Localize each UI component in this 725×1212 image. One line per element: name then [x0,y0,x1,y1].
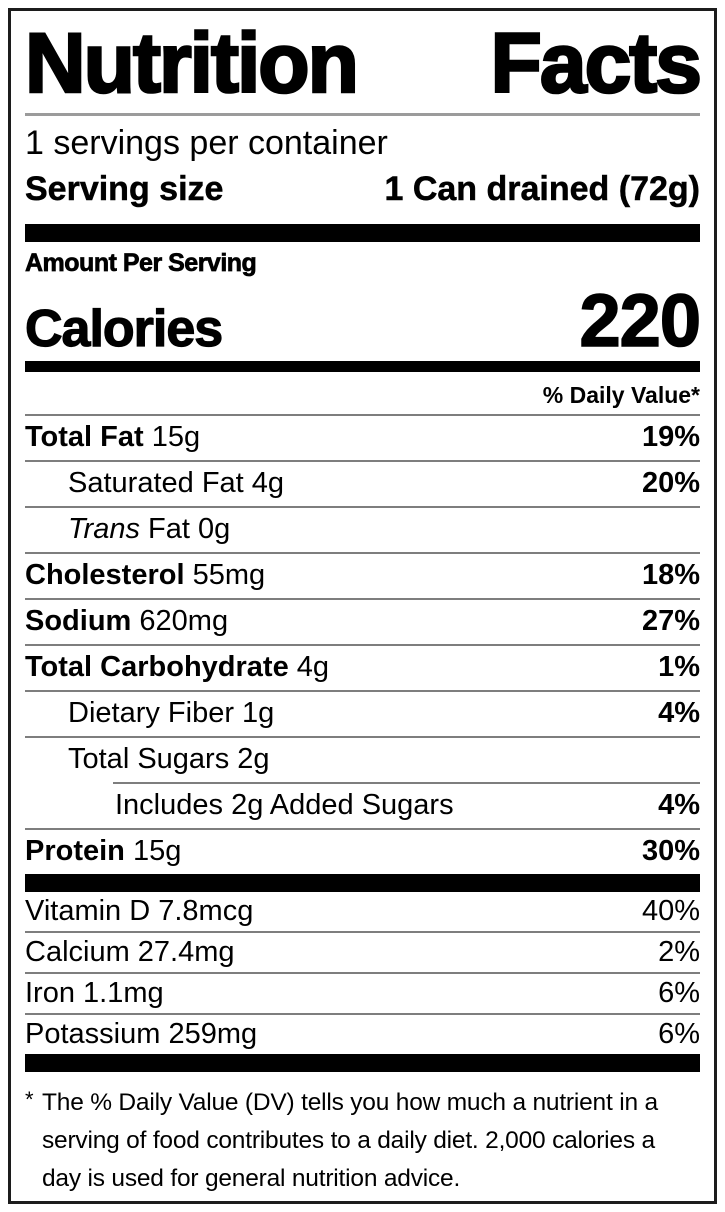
vitamin-row-vitamin-d: Vitamin D 7.8mcg 40% [25,892,700,931]
amount-per-serving-heading: Amount Per Serving [25,248,258,277]
nutrient-daily-value: 19% [641,421,700,454]
nutrient-name-amount: Dietary Fiber 1g [68,697,275,730]
nutrient-daily-value: 30% [641,835,700,868]
nutrient-daily-value: 1% [658,651,700,684]
title-rule-divider [25,112,700,116]
vitamin-name-amount: Potassium 259mg [25,1017,258,1050]
row-divider [25,930,700,933]
nutrient-name-amount: Protein 15g [25,835,182,868]
medium-bar [25,360,700,372]
vitamin-row-calcium: Calcium 27.4mg 2% [25,933,700,972]
nutrient-row-protein: Protein 15g 30% [25,830,700,874]
calories-label: Calories [24,299,223,358]
nutrient-name-amount: Cholesterol 55mg [25,559,266,592]
row-divider [25,551,700,554]
vitamin-daily-value: 6% [658,1017,700,1050]
thick-bar-top [25,223,700,242]
nutrient-row-sodium: Sodium 620mg 27% [25,600,700,644]
vitamin-row-potassium: Potassium 259mg 6% [25,1015,700,1054]
thick-bar-bottom [25,1053,700,1072]
row-divider [25,505,700,508]
row-divider [25,689,700,692]
label-title: Nutrition Facts [24,16,704,110]
nutrient-row-includes-2g-added-sugars: Includes 2g Added Sugars 4% [25,784,700,828]
row-divider [25,413,700,416]
row-divider [25,971,700,974]
vitamin-row-iron: Iron 1.1mg 6% [25,974,700,1013]
vitamin-daily-value: 40% [641,894,700,927]
nutrient-daily-value: 4% [658,789,700,822]
nutrient-name-amount: Total Fat 15g [25,421,201,454]
nutrient-row-fat: Trans Fat 0g [25,508,700,552]
footnote: * The % Daily Value (DV) tells you how m… [25,1084,700,1198]
serving-size-label: Serving size [25,170,224,209]
nutrition-facts-label: Nutrition Facts 1 servings per container… [8,8,717,1204]
nutrient-name-amount: Total Sugars 2g [68,743,270,776]
nutrient-row-saturated-fat: Saturated Fat 4g 20% [25,462,700,506]
footnote-asterisk: * [25,1086,34,1112]
daily-value-header: % Daily Value* [542,381,700,408]
vitamin-name-amount: Vitamin D 7.8mcg [25,894,254,927]
row-divider [25,1012,700,1015]
servings-per-container: 1 servings per container [25,123,388,162]
calories-row: Calories 220 [24,278,701,363]
calories-value: 220 [579,278,702,363]
row-divider [25,735,700,738]
row-divider [113,781,700,784]
nutrient-row-total-fat: Total Fat 15g 19% [25,416,700,460]
nutrient-daily-value: 27% [641,605,700,638]
row-divider [25,459,700,462]
vitamin-daily-value: 6% [658,976,700,1009]
vitamin-daily-value: 2% [658,935,700,968]
nutrient-row-cholesterol: Cholesterol 55mg 18% [25,554,700,598]
nutrient-name-amount: Total Carbohydrate 4g [25,651,330,684]
nutrient-row-total-carbohydrate: Total Carbohydrate 4g 1% [25,646,700,690]
footnote-text: The % Daily Value (DV) tells you how muc… [42,1088,658,1192]
vitamin-rows: Vitamin D 7.8mcg 40% Calcium 27.4mg 2% Iron … [25,892,700,1054]
nutrient-name-amount: Sodium 620mg [25,605,229,638]
vitamin-name-amount: Calcium 27.4mg [25,935,235,968]
nutrient-daily-value: 18% [641,559,700,592]
serving-size-row: Serving size 1 Can drained (72g) [25,166,701,214]
nutrient-row-dietary-fiber: Dietary Fiber 1g 4% [25,692,700,736]
row-divider [25,597,700,600]
thick-bar-middle [25,873,700,892]
nutrient-row-total-sugars: Total Sugars 2g [25,738,700,782]
nutrient-name-amount: Trans Fat 0g [68,513,231,546]
nutrient-name-amount: Saturated Fat 4g [68,467,285,500]
nutrient-daily-value: 20% [641,467,700,500]
row-divider [25,643,700,646]
vitamin-name-amount: Iron 1.1mg [25,976,164,1009]
nutrient-daily-value: 4% [658,697,700,730]
serving-size-value: 1 Can drained (72g) [384,170,700,209]
nutrient-rows: Total Fat 15g 19% Saturated Fat 4g 20% Trans… [25,413,700,874]
row-divider [25,827,700,830]
nutrient-name-amount: Includes 2g Added Sugars [115,789,454,822]
